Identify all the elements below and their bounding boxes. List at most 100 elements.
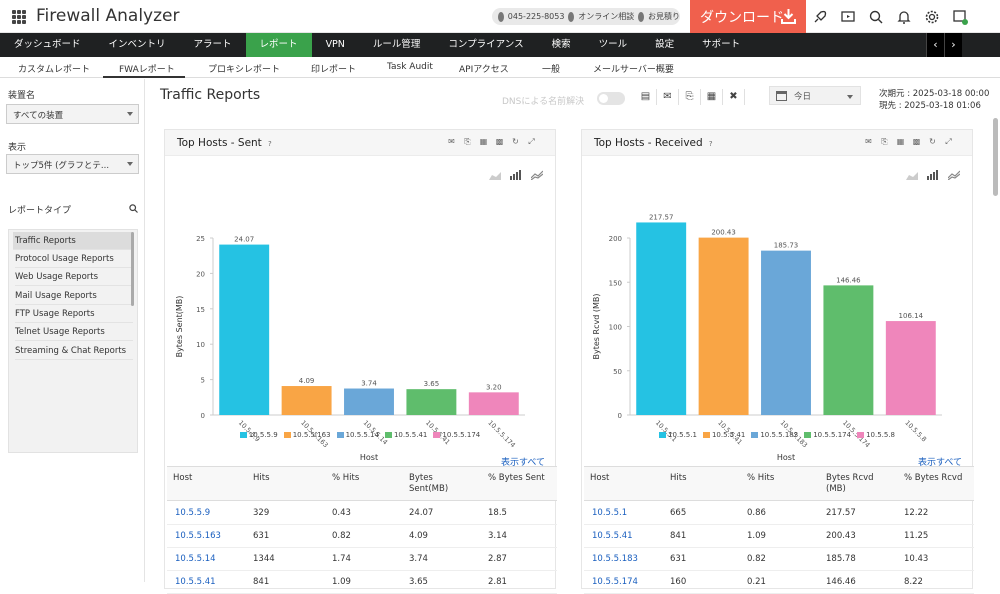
subnav-item-custom-reports[interactable]: カスタムレポート: [18, 65, 91, 75]
nav-item-alerts[interactable]: アラート: [193, 39, 232, 50]
rocket-icon[interactable]: [812, 9, 828, 25]
column-header[interactable]: % Bytes Sent: [488, 473, 545, 483]
nav-item-vpn[interactable]: VPN: [325, 39, 345, 50]
pdf-icon[interactable]: ⎘: [679, 89, 701, 105]
report-type-item[interactable]: Mail Usage Reports: [15, 287, 133, 305]
legend-item[interactable]: 10.5.5.41: [702, 431, 745, 439]
pdf-icon[interactable]: ⎘: [881, 137, 888, 146]
nav-item-tools[interactable]: ツール: [598, 39, 628, 50]
expand-icon[interactable]: ⤢: [528, 137, 535, 146]
search-icon[interactable]: [129, 204, 138, 213]
dns-resolve-toggle[interactable]: [597, 92, 625, 105]
subnav-item-api-access[interactable]: APIアクセス: [459, 65, 509, 75]
nav-item-rule-management[interactable]: ルール管理: [372, 39, 421, 50]
chevron-left-icon[interactable]: ‹: [926, 33, 944, 57]
email-icon[interactable]: ✉: [448, 137, 455, 146]
nav-item-search[interactable]: 検索: [551, 39, 571, 50]
refresh-icon[interactable]: ↻: [512, 137, 519, 146]
schedule-icon[interactable]: ▤: [635, 89, 657, 105]
legend-item[interactable]: 10.5.5.183: [751, 431, 798, 439]
legend-item[interactable]: 10.5.5.1: [658, 431, 697, 439]
host-link[interactable]: 10.5.5.163: [175, 531, 221, 541]
column-header[interactable]: % Hits: [747, 473, 775, 483]
subnav-item-proxy-reports[interactable]: プロキシレポート: [208, 65, 281, 75]
nav-item-dashboard[interactable]: ダッシュボード: [14, 39, 81, 50]
report-list-scrollbar[interactable]: [131, 232, 134, 306]
hits-cell: 1344: [253, 554, 275, 564]
excel-icon[interactable]: ▩: [912, 137, 921, 146]
host-link[interactable]: 10.5.5.183: [592, 554, 638, 564]
nav-item-compliance[interactable]: コンプライアンス: [448, 39, 524, 50]
video-icon[interactable]: [840, 9, 856, 25]
line-chart-icon[interactable]: [530, 165, 544, 181]
device-select[interactable]: すべての装置: [6, 104, 139, 124]
legend-item[interactable]: 10.5.5.14: [336, 431, 379, 439]
legend-item[interactable]: 10.5.5.8: [857, 431, 895, 439]
column-header[interactable]: % Bytes Rcvd: [904, 473, 963, 483]
excel-icon[interactable]: ✖: [723, 89, 745, 105]
subnav-item-task-audit[interactable]: Task Audit: [387, 62, 433, 72]
host-link[interactable]: 10.5.5.1: [592, 508, 628, 518]
user-status-icon[interactable]: [952, 9, 968, 25]
legend-item[interactable]: 10.5.5.41: [384, 431, 427, 439]
subnav-item-mail-server-overview[interactable]: メールサーバー概要: [593, 65, 674, 75]
bar-chart-icon[interactable]: [927, 165, 939, 180]
report-type-item[interactable]: Traffic Reports: [13, 232, 133, 250]
page-scrollbar[interactable]: [993, 118, 998, 196]
search-icon[interactable]: [868, 9, 884, 25]
view-all-link[interactable]: 表示すべて: [917, 458, 962, 468]
nav-item-reports[interactable]: レポート: [245, 33, 312, 57]
help-icon[interactable]: ?: [708, 140, 713, 148]
email-icon[interactable]: ✉: [865, 137, 872, 146]
report-icon[interactable]: ▦: [701, 89, 723, 105]
legend-item[interactable]: 10.5.5.174: [433, 431, 480, 439]
report-type-item[interactable]: Telnet Usage Reports: [15, 323, 133, 341]
subnav-item-fwa-reports[interactable]: FWAレポート: [119, 65, 175, 75]
subnav-item-print-reports[interactable]: 印レポート: [311, 65, 357, 75]
column-header[interactable]: Bytes Sent(MB): [409, 473, 449, 494]
display-select[interactable]: トップ5件 (グラフとテ...: [6, 154, 139, 174]
legend-item[interactable]: 10.5.5.163: [283, 431, 331, 439]
host-link[interactable]: 10.5.5.14: [175, 554, 216, 564]
period-select[interactable]: 今日: [769, 86, 861, 105]
host-link[interactable]: 10.5.5.174: [592, 577, 638, 587]
report-icon[interactable]: ▦: [479, 137, 488, 146]
host-link[interactable]: 10.5.5.41: [175, 577, 216, 587]
report-type-item[interactable]: Streaming & Chat Reports: [15, 342, 133, 360]
line-chart-icon[interactable]: [947, 165, 961, 181]
column-header[interactable]: Host: [173, 473, 193, 483]
subnav-item-general[interactable]: 一般: [542, 65, 561, 75]
legend-item[interactable]: 10.5.5.9: [239, 431, 278, 439]
app-grid-icon[interactable]: [12, 10, 26, 24]
nav-item-support[interactable]: サポート: [702, 39, 741, 50]
report-type-item[interactable]: Web Usage Reports: [15, 268, 133, 286]
help-icon[interactable]: ?: [267, 140, 272, 148]
bar-chart-icon[interactable]: [510, 165, 522, 180]
host-link[interactable]: 10.5.5.41: [592, 531, 633, 541]
column-header[interactable]: Hits: [670, 473, 687, 483]
download-button[interactable]: ダウンロード: [690, 0, 806, 33]
email-icon[interactable]: ✉: [657, 89, 679, 105]
report-type-item[interactable]: Protocol Usage Reports: [15, 250, 133, 268]
pdf-icon[interactable]: ⎘: [464, 137, 471, 146]
column-header[interactable]: Host: [590, 473, 610, 483]
bell-icon[interactable]: [896, 9, 912, 25]
area-chart-icon[interactable]: [489, 165, 501, 180]
view-all-link[interactable]: 表示すべて: [500, 458, 545, 468]
chevron-right-icon[interactable]: ›: [944, 33, 962, 57]
refresh-icon[interactable]: ↻: [929, 137, 936, 146]
column-header[interactable]: Hits: [253, 473, 270, 483]
legend-item[interactable]: 10.5.5.174: [804, 431, 851, 439]
excel-icon[interactable]: ▩: [495, 137, 504, 146]
report-icon[interactable]: ▦: [896, 137, 905, 146]
host-link[interactable]: 10.5.5.9: [175, 508, 211, 518]
column-header[interactable]: Bytes Rcvd (MB): [826, 473, 874, 494]
nav-item-inventory[interactable]: インベントリ: [108, 39, 166, 50]
area-chart-icon[interactable]: [906, 165, 918, 180]
column-header[interactable]: % Hits: [332, 473, 360, 483]
nav-item-settings[interactable]: 設定: [655, 39, 675, 50]
gear-icon[interactable]: [924, 9, 940, 25]
contact-pill[interactable]: 045-225-8053 オンライン相談 お見積り: [492, 8, 680, 25]
expand-icon[interactable]: ⤢: [945, 137, 952, 146]
report-type-item[interactable]: FTP Usage Reports: [15, 305, 133, 323]
